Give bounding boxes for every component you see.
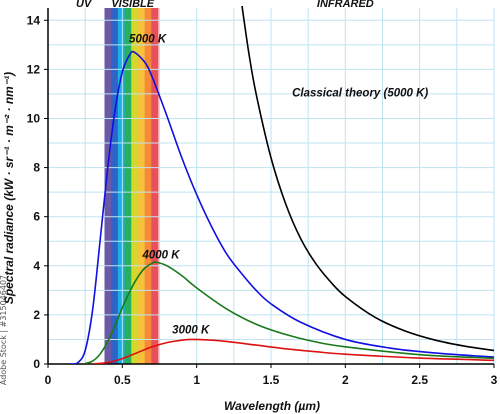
- visible-band: [104, 8, 159, 364]
- visible-band-stripe: [104, 8, 112, 364]
- visible-band-stripe: [144, 8, 152, 364]
- x-tick-label: 3: [491, 373, 498, 387]
- y-tick-label: 0: [33, 357, 40, 371]
- series-annotations: 5000 K 4000 K 3000 K Classical theory (5000…: [129, 33, 428, 336]
- y-tick-label: 14: [27, 13, 41, 27]
- series-label-5000-k: 5000 K: [129, 33, 167, 45]
- x-axis-label: Wavelength (µm): [224, 399, 320, 413]
- y-tick-label: 10: [27, 111, 41, 125]
- x-tick-label: 2: [342, 373, 349, 387]
- stock-watermark-text: Adobe Stock | #315046407: [0, 275, 8, 385]
- x-tick-label: 0.5: [114, 373, 131, 387]
- series-label-3000-k: 3000 K: [172, 324, 210, 336]
- region-label-infrared: INFRARED: [317, 0, 374, 10]
- series-line-classical-theory-5000-k: [241, 6, 494, 352]
- y-tick-label: 2: [33, 308, 40, 322]
- x-tick-label: 1.5: [263, 373, 280, 387]
- region-label-visible: VISIBLE: [111, 0, 154, 10]
- visible-band-stripe: [117, 8, 126, 364]
- visible-band-stripe: [131, 8, 139, 364]
- visible-band-stripe: [124, 8, 132, 364]
- x-tick-label: 0: [45, 373, 52, 387]
- series: [70, 6, 494, 364]
- y-tick-label: 12: [27, 62, 41, 76]
- x-tick-label: 1: [193, 373, 200, 387]
- y-axis-label: Spectral radiance (kW · sr⁻¹ · m⁻² · nm⁻…: [2, 72, 16, 304]
- tick-labels: 0 0.5 1 1.5 2 2.5 3 0 2 4 6 8 10 12 14: [27, 13, 498, 387]
- region-labels: UV VISIBLE INFRARED: [76, 0, 374, 10]
- series-line-3000-k: [92, 338, 494, 364]
- y-tick-label: 6: [33, 210, 40, 224]
- y-tick-label: 8: [33, 161, 40, 175]
- visible-band-stripe: [111, 8, 119, 364]
- visible-band-stripe: [151, 8, 159, 364]
- region-label-uv: UV: [76, 0, 93, 10]
- x-tick-label: 2.5: [411, 373, 428, 387]
- series-line-5000-k: [70, 50, 494, 364]
- y-tick-label: 4: [33, 259, 40, 273]
- grid: [48, 8, 495, 364]
- series-label-4000-k: 4000 K: [141, 249, 180, 261]
- series-line-4000-k: [84, 261, 494, 364]
- visible-band-stripe: [137, 8, 146, 364]
- series-label-classical-theory-5000-k: Classical theory (5000 K): [292, 87, 428, 99]
